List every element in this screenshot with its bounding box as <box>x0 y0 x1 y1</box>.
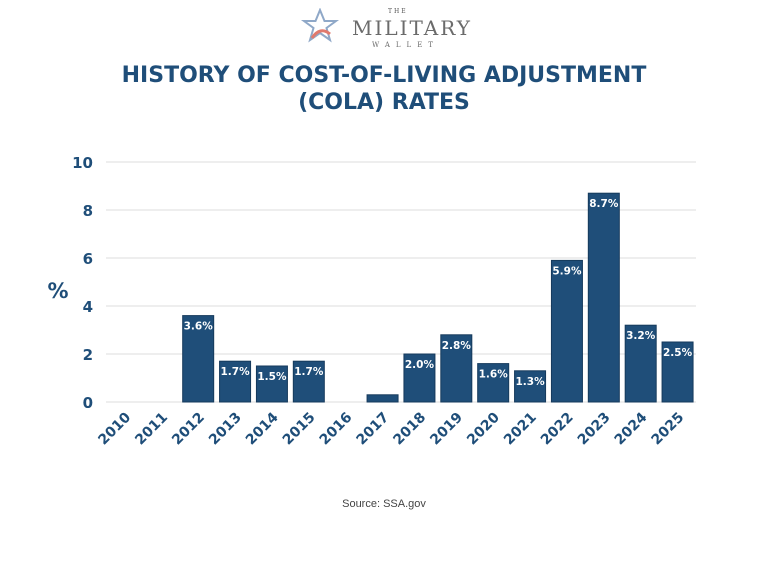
logo-military: MILITARY <box>352 16 472 40</box>
x-tick-label: 2010 <box>95 409 134 448</box>
chart-title-line2: (COLA) RATES <box>298 90 470 115</box>
x-tick-label: 2017 <box>354 410 393 449</box>
data-label: 2.5% <box>663 347 693 359</box>
data-label: 1.6% <box>479 369 509 381</box>
y-tick-label: 8 <box>83 202 93 220</box>
x-tick-label: 2013 <box>206 410 245 449</box>
bar <box>403 353 436 403</box>
x-tick-label: 2021 <box>501 410 540 449</box>
bar <box>624 324 657 403</box>
data-label: 1.5% <box>257 371 287 383</box>
y-tick-label: 6 <box>83 250 93 268</box>
bar <box>182 315 215 403</box>
x-tick-label: 2019 <box>427 410 466 449</box>
bar <box>514 370 547 403</box>
logo: THE MILITARY WALLET <box>300 6 472 49</box>
data-label: 2.0% <box>405 359 435 371</box>
logo-wallet: WALLET <box>372 41 439 49</box>
y-tick-label: 4 <box>83 298 93 316</box>
bar <box>661 341 694 403</box>
x-tick-label: 2020 <box>464 409 503 448</box>
chart-title-line1: HISTORY OF COST-OF-LIVING ADJUSTMENT <box>121 63 647 88</box>
bar <box>440 334 473 403</box>
data-label: 1.7% <box>294 366 324 378</box>
x-tick-label: 2012 <box>169 410 208 449</box>
star-icon <box>300 8 340 43</box>
x-tick-label: 2024 <box>612 409 651 448</box>
y-tick-label: 2 <box>83 346 93 364</box>
y-axis-label: % <box>47 279 68 303</box>
x-tick-label: 2015 <box>280 410 319 449</box>
chart-title: HISTORY OF COST-OF-LIVING ADJUSTMENT (CO… <box>60 62 708 116</box>
data-label: 1.7% <box>221 366 251 378</box>
source-note: Source: SSA.gov <box>342 498 426 510</box>
data-label: 3.2% <box>626 330 656 342</box>
bar <box>255 365 288 403</box>
data-label: 3.6% <box>184 321 214 333</box>
bar <box>219 360 252 403</box>
x-tick-label: 2011 <box>132 410 171 449</box>
x-tick-label: 2023 <box>575 410 614 449</box>
x-tick-label: 2016 <box>317 410 356 449</box>
data-label: 8.7% <box>589 198 619 210</box>
bar <box>366 394 399 403</box>
bar <box>550 259 583 403</box>
bar <box>587 192 620 403</box>
data-label: 2.8% <box>442 340 472 352</box>
x-tick-label: 2025 <box>649 410 688 449</box>
logo-the: THE <box>388 8 408 15</box>
x-tick-label: 2014 <box>243 409 282 448</box>
y-tick-label: 0 <box>83 394 93 412</box>
x-tick-label: 2022 <box>538 410 577 449</box>
data-label: 5.9% <box>552 265 582 277</box>
bar <box>292 360 325 403</box>
bar <box>477 363 510 403</box>
y-tick-label: 10 <box>72 154 93 172</box>
x-tick-label: 2018 <box>390 410 429 449</box>
data-label: 1.3% <box>516 376 546 388</box>
